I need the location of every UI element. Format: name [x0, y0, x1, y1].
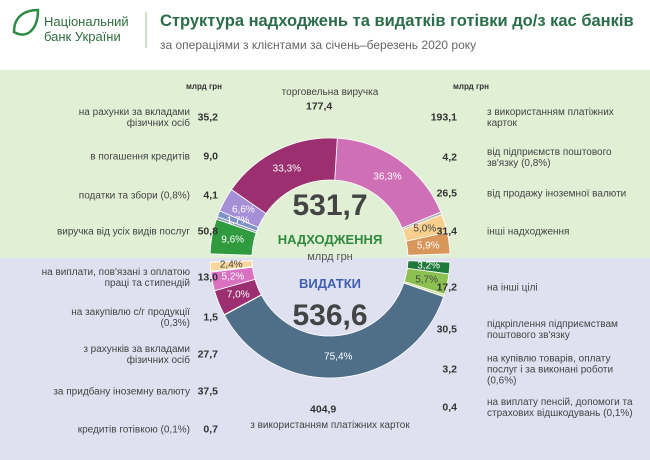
value-label: 27,7 — [197, 348, 218, 361]
share-label: 33,3% — [272, 163, 302, 175]
logo-text: Національний банк України — [44, 14, 129, 44]
category-label: торговельна виручка — [281, 87, 379, 98]
category-label: з використанням платіжних карток — [487, 107, 614, 129]
share-label: 5,9% — [416, 240, 440, 252]
category-label: на купівлю товарів, оплату послуг і за в… — [487, 353, 614, 387]
share-label: 7,0% — [226, 289, 250, 301]
value-label: 0,7 — [203, 423, 218, 436]
value-label: 193,1 — [430, 111, 457, 124]
value-label: 4,1 — [203, 189, 218, 202]
category-label: на інші цілі — [487, 282, 538, 294]
share-label: 36,3% — [373, 171, 402, 183]
category-label: податки та збори (0,8%) — [78, 190, 190, 202]
category-label: підкріплення підприємствам поштового зв'… — [487, 319, 618, 341]
category-label: на закупівлю с/г продукції (0,3%) — [71, 307, 190, 329]
category-label: від продажу іноземної валюти — [487, 188, 627, 200]
value-label: 30,5 — [436, 323, 457, 336]
logo-icon — [12, 8, 40, 36]
category-label: виручка від усіх видів послуг — [56, 226, 190, 238]
slice — [405, 231, 451, 256]
value-label: 17,2 — [436, 281, 457, 294]
share-label: 3,2% — [417, 260, 441, 272]
value-label: 0,4 — [442, 401, 457, 414]
value-label: 31,4 — [436, 225, 457, 238]
share-label: 9,6% — [221, 234, 245, 246]
share-label: 1,7% — [226, 215, 250, 227]
value-label: 35,2 — [197, 111, 218, 124]
category-label: на рахунки за вкладами фізичних осіб — [78, 107, 190, 129]
value-label: 3,2 — [442, 363, 457, 376]
category-label: на виплату пенсій, допомоги та страхових… — [487, 397, 633, 419]
value-label: 13,0 — [197, 271, 218, 284]
unit-header: млрд грн — [452, 82, 490, 91]
share-label: 5,2% — [221, 271, 245, 283]
category-label: з рахунків за вкладами фізичних осіб — [83, 344, 190, 366]
category-label: в погашення кредитів — [90, 151, 190, 163]
share-label: 2,4% — [219, 259, 243, 271]
value-label: 9,0 — [203, 150, 218, 163]
income-title: НАДХОДЖЕННЯ — [277, 232, 383, 247]
expense-total: 536,6 — [292, 299, 368, 332]
expense-title: ВИДАТКИ — [299, 276, 361, 291]
unit: млрд грн — [307, 251, 353, 263]
share-label: 75,4% — [324, 351, 353, 363]
income-total: 531,7 — [292, 189, 368, 222]
category-label: на виплати, пов'язані з оплатою праці та… — [41, 267, 190, 289]
value-label: 1,5 — [203, 311, 218, 324]
title: Структура надходжень та видатків готівки… — [160, 12, 634, 30]
value-label: 404,9 — [310, 403, 337, 416]
value-label: 4,2 — [442, 151, 457, 164]
category-label: від підприємств поштового зв'язку (0,8%) — [487, 147, 612, 169]
unit-header: млрд грн — [185, 82, 223, 91]
category-label: з використанням платіжних карток — [250, 420, 410, 431]
share-label: 5,0% — [413, 223, 437, 235]
share-label: 5,7% — [415, 274, 438, 286]
share-label: 6,6% — [231, 204, 255, 216]
value-label: 26,5 — [436, 187, 457, 200]
value-label: 177,4 — [306, 100, 333, 113]
category-label: за придбану іноземну валюту — [53, 386, 190, 398]
category-label: інші надходження — [487, 226, 570, 238]
value-label: 37,5 — [197, 385, 218, 398]
subtitle: за операціями з клієнтами за січень–бере… — [160, 38, 477, 52]
category-label: кредитів готівкою (0,1%) — [77, 424, 190, 436]
value-label: 50,8 — [197, 225, 218, 238]
slice — [209, 260, 253, 272]
slice — [223, 282, 445, 379]
